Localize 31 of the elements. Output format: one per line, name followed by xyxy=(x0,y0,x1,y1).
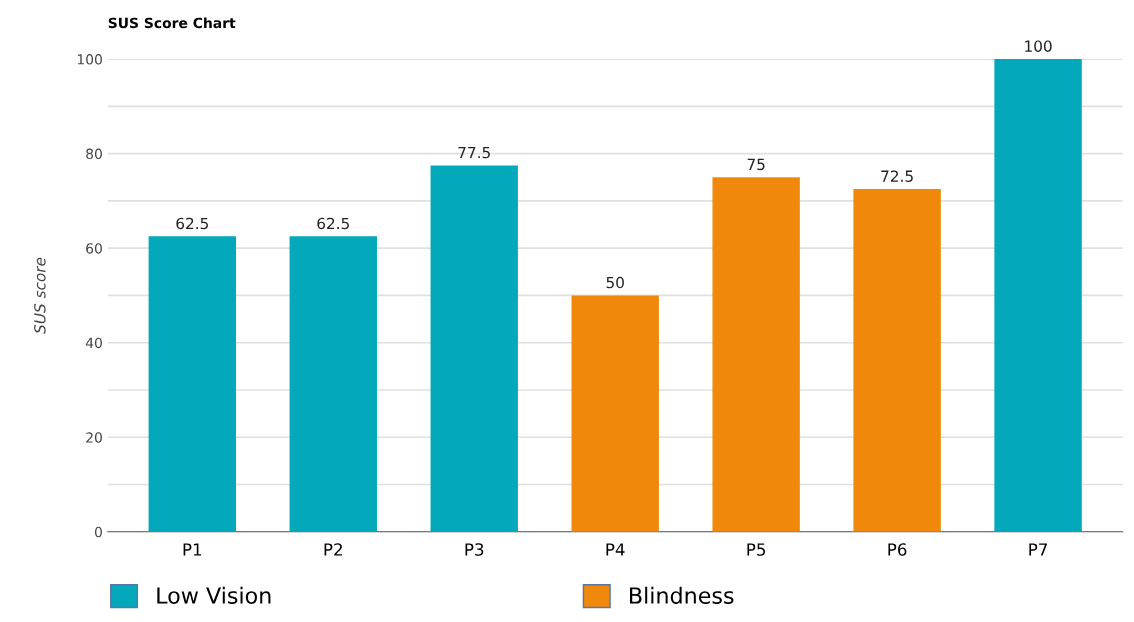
x-tick-label: P3 xyxy=(465,543,484,556)
y-tick-label: 100 xyxy=(77,54,102,65)
data-label: 50 xyxy=(606,276,624,289)
data-label: 77.5 xyxy=(458,146,490,159)
data-label: 62.5 xyxy=(317,217,349,230)
bar xyxy=(430,165,518,532)
legend-label: Blindness xyxy=(630,586,734,604)
data-label: 62.5 xyxy=(176,217,208,230)
y-tick-label: 0 xyxy=(94,526,102,538)
bar xyxy=(994,59,1082,532)
y-tick-label: 80 xyxy=(86,148,102,160)
x-tick-label: P6 xyxy=(888,543,907,556)
bar xyxy=(571,295,659,532)
y-tick-label: 40 xyxy=(85,337,102,349)
chart-title: SUS Score Chart xyxy=(108,17,236,29)
x-tick-label: P1 xyxy=(183,543,202,556)
x-tick-label: P7 xyxy=(1029,543,1047,556)
y-tick-label: 60 xyxy=(86,243,102,254)
data-label: 72.5 xyxy=(881,170,913,182)
bar xyxy=(148,236,237,532)
data-label: 75 xyxy=(747,158,765,171)
x-tick-label: P4 xyxy=(606,543,625,556)
y-tick-label: 20 xyxy=(86,432,102,443)
x-tick-label: P5 xyxy=(747,543,766,556)
legend-label: Low Vision xyxy=(157,586,271,604)
bar xyxy=(712,177,800,532)
y-axis-title: SUS score xyxy=(34,257,46,334)
bar xyxy=(289,236,377,532)
data-label: 100 xyxy=(1025,40,1052,52)
x-tick-label: P2 xyxy=(324,543,342,556)
bar xyxy=(853,189,941,532)
